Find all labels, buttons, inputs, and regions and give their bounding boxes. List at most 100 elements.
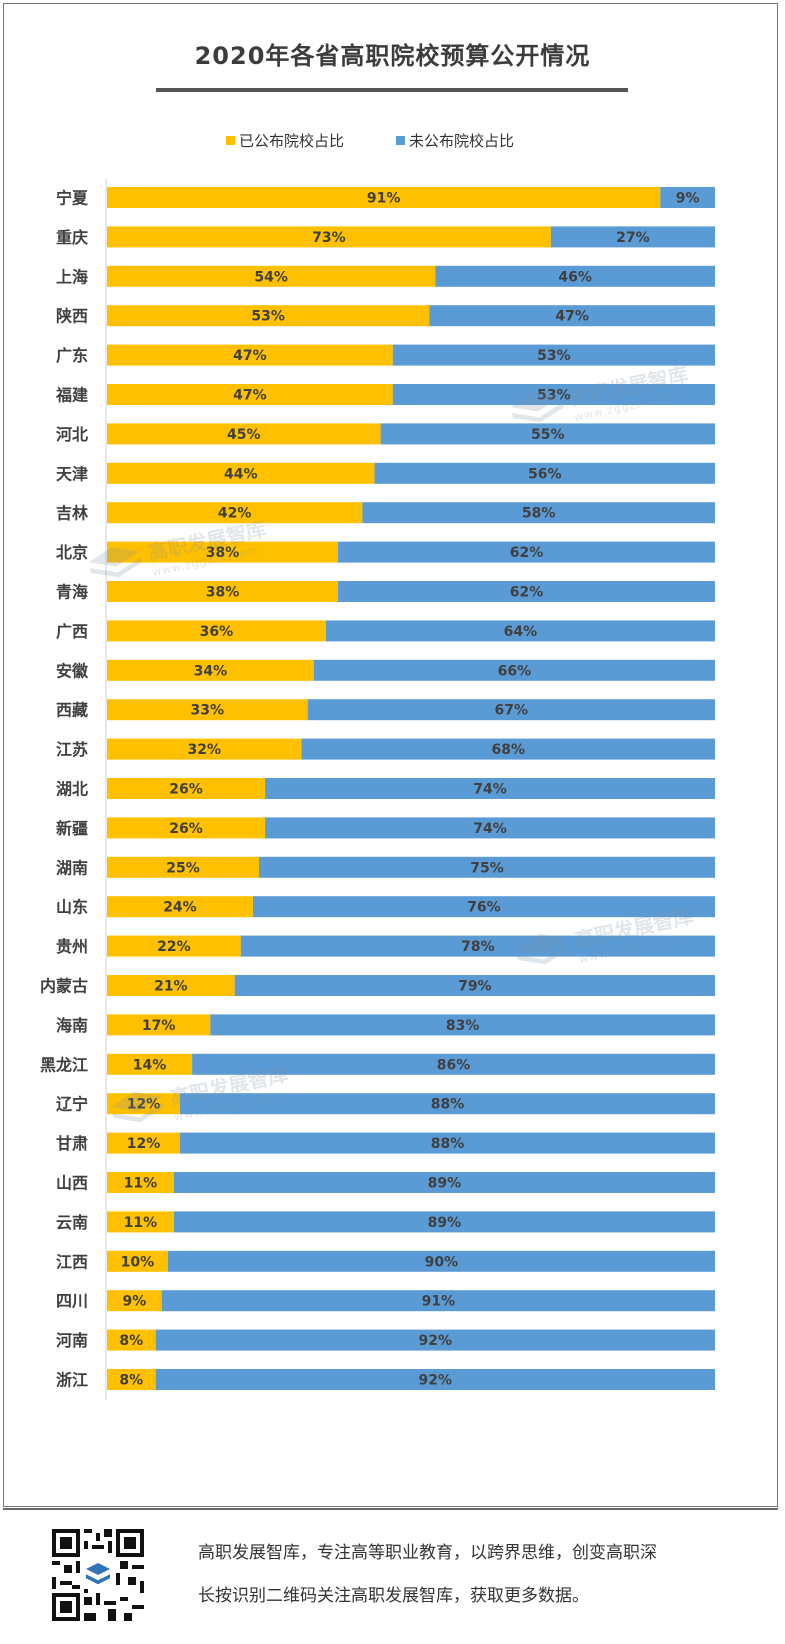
data-label-unpublished: 74% [473,782,507,798]
bar-published [107,1211,174,1233]
footer-description: 高职发展智库，专注高等职业教育，以跨界思维，创变高职深 [198,1543,657,1563]
data-label-unpublished: 74% [473,821,507,837]
bar-unpublished [179,1132,715,1154]
data-label-published: 44% [224,466,258,482]
legend-label-unpublished: 未公布院校占比 [409,132,515,150]
bar-published [107,541,339,563]
legend-swatch-unpublished [396,136,405,145]
data-label-published: 11% [124,1215,158,1231]
data-label-unpublished: 91% [422,1294,456,1310]
bar-unpublished [392,344,715,366]
category-label: 上海 [56,267,88,286]
data-label-published: 22% [157,939,191,955]
bar-published [107,778,266,799]
data-label-unpublished: 67% [495,703,529,719]
data-label-unpublished: 55% [531,427,565,443]
category-label: 西藏 [56,701,88,720]
bar-published [107,187,661,208]
legend-label-published: 已公布院校占比 [239,132,345,150]
data-label-published: 10% [121,1254,155,1270]
data-label-published: 8% [119,1333,143,1349]
bar-published [107,975,235,996]
bar-published [107,1250,168,1272]
data-label-unpublished: 83% [446,1018,480,1034]
bar-unpublished [161,1290,716,1312]
bar-unpublished [435,265,715,287]
bar-published [107,384,393,405]
data-label-unpublished: 68% [492,742,526,758]
bar-published [107,423,381,445]
bar-unpublished [179,1093,715,1115]
bar-published [107,620,326,642]
data-label-published: 38% [206,585,240,601]
category-label: 新疆 [56,819,88,838]
category-label: 重庆 [56,228,88,247]
data-label-published: 25% [166,860,200,876]
data-label-unpublished: 88% [431,1097,465,1113]
bar-published [107,344,393,366]
bar-unpublished [155,1329,715,1351]
data-label-published: 11% [124,1176,158,1192]
bar-published [107,581,339,602]
data-label-published: 8% [119,1373,143,1389]
legend-item-unpublished: 未公布院校占比 [396,130,514,151]
bar-unpublished [374,462,715,484]
data-label-published: 12% [127,1097,161,1113]
bar-unpublished [173,1172,715,1193]
data-label-published: 38% [206,545,240,561]
bar-unpublished [155,1369,715,1390]
bar-published [107,817,266,839]
bar-published [107,265,436,287]
category-label: 贵州 [56,937,88,956]
category-label: 海南 [56,1016,88,1035]
stacked-bar-chart: 宁夏 91% 9% 重庆 73% 27% 上海 54% 46% 陕西 53% 47% 广东 47% 53% 福… [40,179,716,1401]
category-label: 湖南 [56,858,88,877]
bar-unpublished [380,423,715,445]
data-label-published: 54% [254,269,288,285]
data-label-published: 53% [251,309,285,325]
bar-published [107,856,259,878]
data-label-unpublished: 27% [616,230,650,246]
bar-unpublished [265,817,715,839]
footer-qr-hint: 长按识别二维码关注高职发展智库，获取更多数据。 [198,1586,589,1606]
data-label-published: 91% [367,191,401,207]
data-label-unpublished: 75% [470,860,504,876]
category-label: 黑龙江 [40,1055,88,1074]
data-label-unpublished: 66% [498,663,532,679]
category-label: 广西 [56,622,88,641]
category-label: 宁夏 [56,189,89,208]
data-label-unpublished: 90% [425,1254,459,1270]
chart-title: 2020年各省高职院校预算公开情况 [194,42,591,70]
qr-code-icon[interactable] [52,1529,144,1621]
category-label: 湖北 [56,780,88,799]
data-label-unpublished: 89% [428,1176,462,1192]
bar-unpublished [338,541,715,563]
category-label: 吉林 [56,504,88,523]
bar-published [107,1053,193,1075]
bar-unpublished [362,502,715,524]
category-label: 安徽 [56,661,89,680]
data-label-published: 45% [227,427,261,443]
category-label: 天津 [56,464,88,483]
bar-unpublished [313,659,715,681]
bar-unpublished [338,581,715,602]
bar-published [107,1014,211,1036]
bar-unpublished [660,187,715,208]
data-label-unpublished: 92% [419,1333,453,1349]
bar-published [107,226,551,248]
data-label-published: 42% [218,506,252,522]
category-label: 青海 [56,583,88,602]
data-label-unpublished: 58% [522,506,556,522]
data-label-published: 33% [191,703,225,719]
data-label-unpublished: 88% [431,1136,465,1152]
data-label-published: 21% [154,979,188,995]
data-label-published: 14% [133,1057,167,1073]
category-label: 甘肃 [56,1134,88,1153]
chart-legend: 已公布院校占比 未公布院校占比 [0,130,785,152]
bar-unpublished [234,975,715,996]
category-label: 福建 [55,386,88,405]
bar-unpublished [210,1014,716,1036]
data-label-published: 26% [169,782,203,798]
bar-published [107,1329,156,1351]
